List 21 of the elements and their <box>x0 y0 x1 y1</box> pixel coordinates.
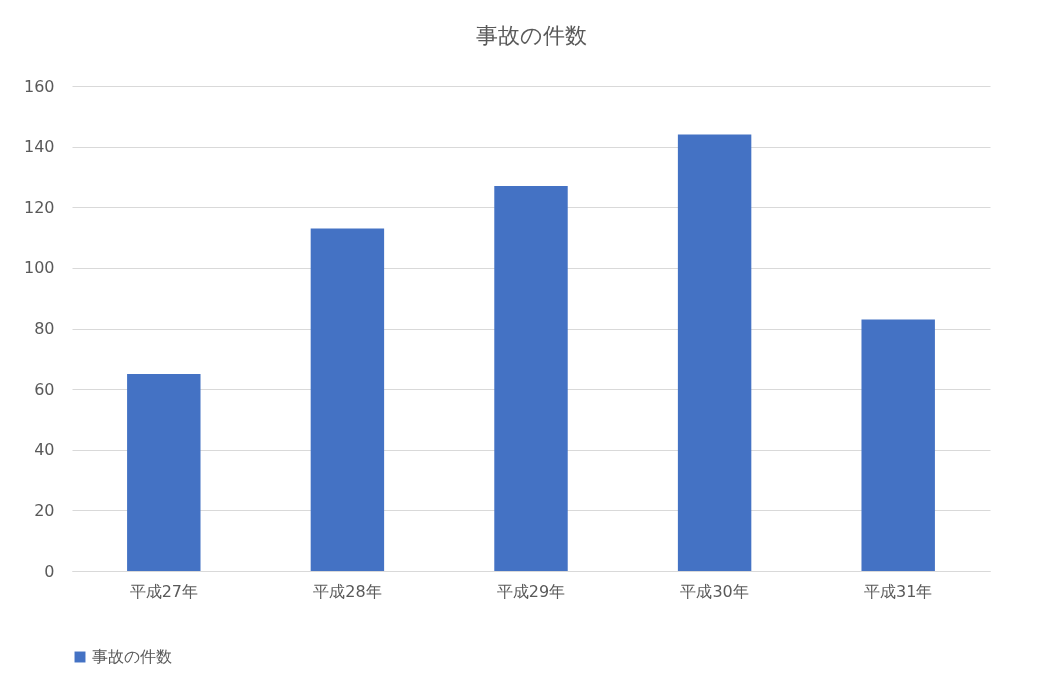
legend-label: 事故の件数 <box>92 647 172 666</box>
y-tick-label: 0 <box>44 561 55 581</box>
bar <box>861 319 935 571</box>
y-tick-label: 120 <box>23 197 55 217</box>
y-tick-label: 140 <box>23 137 55 157</box>
bar <box>494 186 568 571</box>
x-tick-label: 平成28年 <box>313 581 382 601</box>
x-tick-label: 平成31年 <box>864 581 933 601</box>
bar <box>127 373 201 571</box>
y-tick-label: 40 <box>34 440 55 460</box>
x-tick-label: 平成30年 <box>680 581 749 601</box>
x-tick-label: 平成29年 <box>496 581 566 601</box>
y-tick-label: 80 <box>34 319 55 338</box>
x-tick-label: 平成27年 <box>129 581 198 601</box>
y-tick-label: 60 <box>34 379 55 399</box>
y-tick-label: 160 <box>23 76 55 96</box>
bar <box>310 228 385 571</box>
y-tick-label: 100 <box>23 258 55 278</box>
chart-title: 事故の件数 <box>475 23 587 48</box>
y-tick-label: 20 <box>34 500 55 520</box>
bar <box>677 134 752 571</box>
